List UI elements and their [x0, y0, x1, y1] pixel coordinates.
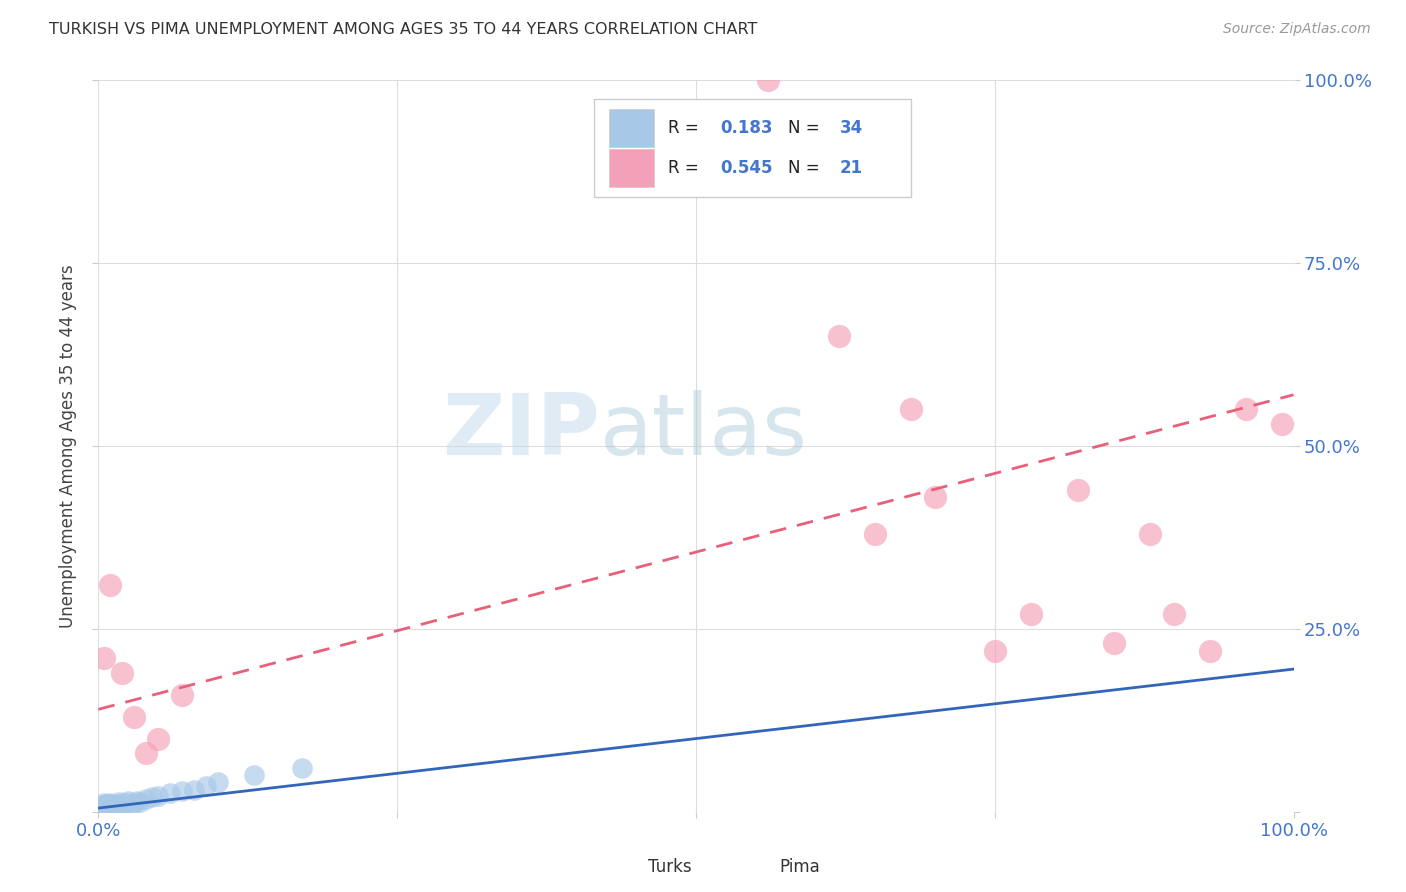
Point	[291, 761, 314, 775]
Point	[96, 797, 118, 812]
Point	[124, 796, 146, 810]
Point	[159, 787, 181, 801]
Point	[98, 796, 122, 810]
Point	[1139, 526, 1161, 541]
Point	[93, 796, 115, 810]
Text: 0.545: 0.545	[720, 159, 772, 177]
Point	[863, 526, 887, 541]
Text: 0.183: 0.183	[720, 119, 772, 136]
Point	[141, 790, 163, 805]
Point	[91, 803, 114, 817]
Point	[105, 797, 128, 812]
Point	[114, 796, 136, 810]
Point	[97, 798, 120, 813]
FancyBboxPatch shape	[609, 149, 654, 187]
Point	[148, 789, 170, 803]
Text: R =: R =	[668, 119, 704, 136]
Text: 21: 21	[839, 159, 862, 177]
FancyBboxPatch shape	[588, 852, 634, 881]
Point	[984, 644, 1007, 658]
Y-axis label: Unemployment Among Ages 35 to 44 years: Unemployment Among Ages 35 to 44 years	[59, 264, 77, 628]
Point	[1102, 636, 1125, 650]
Text: N =: N =	[787, 119, 825, 136]
Point	[194, 779, 218, 793]
Text: ZIP: ZIP	[443, 390, 600, 473]
Point	[91, 800, 114, 814]
Point	[101, 798, 124, 813]
Point	[93, 798, 115, 813]
Point	[172, 784, 194, 798]
Point	[207, 775, 229, 789]
Text: TURKISH VS PIMA UNEMPLOYMENT AMONG AGES 35 TO 44 YEARS CORRELATION CHART: TURKISH VS PIMA UNEMPLOYMENT AMONG AGES …	[49, 22, 758, 37]
Point	[125, 794, 148, 808]
Text: Source: ZipAtlas.com: Source: ZipAtlas.com	[1223, 22, 1371, 37]
Point	[924, 490, 946, 504]
Text: atlas: atlas	[600, 390, 808, 473]
Point	[98, 800, 122, 814]
Point	[900, 402, 922, 417]
Point	[1019, 607, 1042, 622]
Point	[148, 731, 170, 746]
Point	[91, 798, 114, 813]
FancyBboxPatch shape	[720, 852, 765, 881]
Point	[111, 665, 134, 680]
Point	[1163, 607, 1185, 622]
Text: 34: 34	[839, 119, 863, 136]
Point	[121, 798, 143, 813]
Point	[756, 73, 779, 87]
Point	[93, 651, 115, 665]
Point	[1271, 417, 1294, 431]
Point	[124, 709, 146, 723]
Point	[103, 799, 125, 814]
Point	[91, 801, 114, 815]
Text: N =: N =	[787, 159, 825, 177]
Point	[1198, 644, 1220, 658]
Point	[1067, 483, 1090, 497]
Point	[94, 799, 117, 814]
FancyBboxPatch shape	[595, 99, 911, 197]
Text: R =: R =	[668, 159, 704, 177]
Point	[1234, 402, 1257, 417]
Point	[111, 797, 134, 812]
Point	[129, 795, 152, 809]
Point	[135, 791, 157, 805]
FancyBboxPatch shape	[609, 109, 654, 147]
Point	[172, 688, 194, 702]
Point	[98, 797, 121, 812]
Point	[108, 798, 131, 813]
Point	[107, 795, 129, 809]
Point	[183, 782, 205, 797]
Text: Pima: Pima	[780, 857, 820, 876]
Text: Turks: Turks	[648, 857, 692, 876]
Point	[117, 794, 139, 808]
Point	[828, 329, 851, 343]
Point	[98, 578, 122, 592]
Point	[135, 746, 157, 760]
Point	[243, 768, 266, 782]
